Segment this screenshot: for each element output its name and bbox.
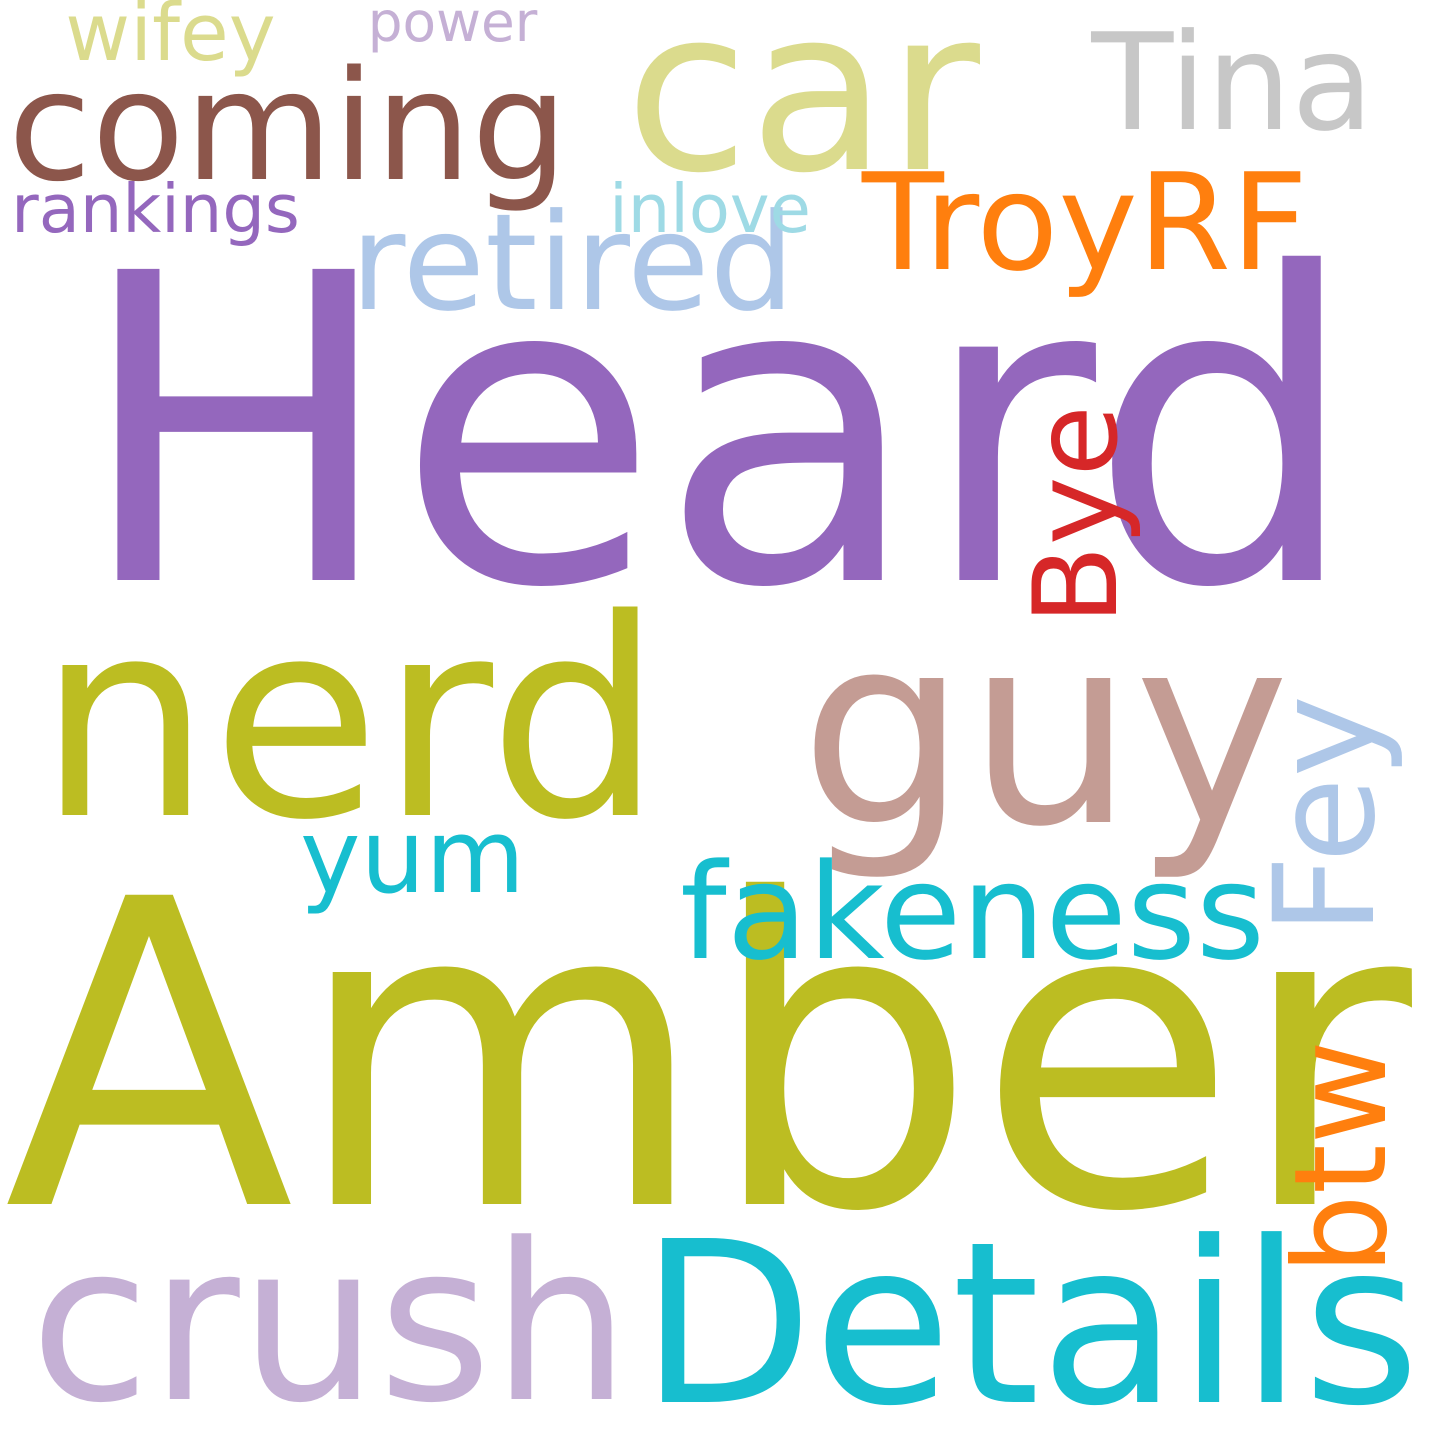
word-fakeness: fakeness [680, 835, 1265, 990]
word-power: power [367, 0, 538, 55]
word-btw: btw [1267, 1040, 1416, 1275]
word-rankings: rankings [11, 169, 300, 248]
word-wifey: wifey [65, 0, 276, 79]
word-yum: yum [300, 797, 525, 917]
word-car: car [624, 0, 981, 223]
word-bye: Bye [1009, 405, 1145, 625]
word-nerd: nerd [37, 560, 663, 881]
word-retired: retired [350, 183, 795, 341]
word-amber: Amber [4, 810, 1412, 1305]
word-inlove: inlove [609, 169, 811, 248]
word-tina: Tina [1091, 3, 1374, 161]
word-details: Details [640, 1193, 1420, 1440]
word-troyrf: TroyRF [861, 143, 1309, 301]
word-guy: guy [800, 578, 1290, 885]
word-crush: crush [30, 1197, 630, 1440]
word-fey: Fey [1243, 695, 1406, 935]
word-heard: Heard [75, 183, 1360, 681]
word-coming: coming [8, 37, 568, 215]
